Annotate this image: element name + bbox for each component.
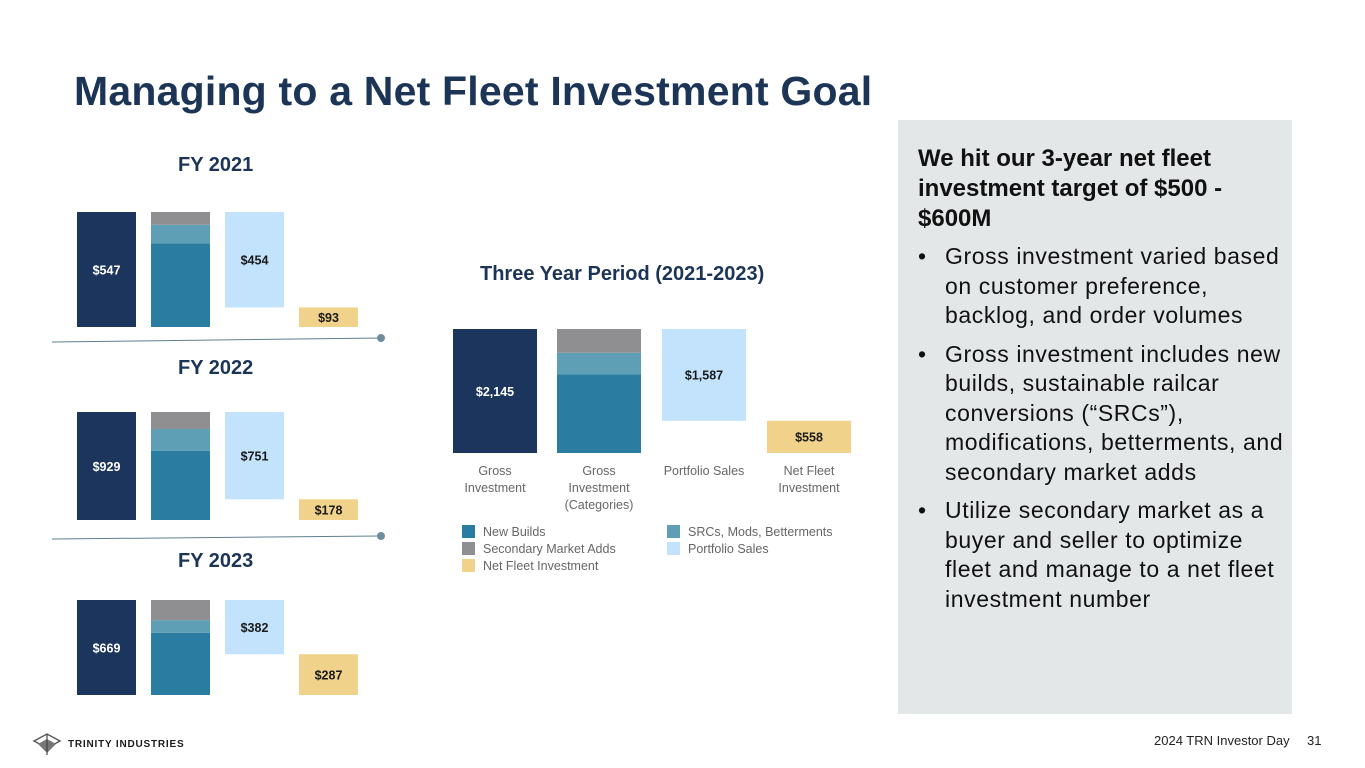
bar-secondary-market-adds (151, 412, 210, 429)
axis-label: Gross (478, 464, 511, 478)
bar-new-builds (151, 632, 210, 695)
bar-gross-investment (77, 600, 136, 695)
bullet-item: Utilize secondary market as a buyer and … (918, 496, 1288, 614)
bullet-list: Gross investment varied based on custome… (918, 242, 1288, 623)
bar-secondary-market-adds (557, 329, 641, 353)
data-label-portfolio-sales: $454 (241, 253, 269, 267)
legend-swatch (462, 525, 475, 538)
data-label-net-fleet: $558 (795, 431, 823, 445)
bar-portfolio-sales (225, 412, 284, 500)
divider-line-2 (51, 535, 382, 540)
data-label-gross: $547 (93, 263, 121, 277)
event-name: 2024 TRN Investor Day (1154, 733, 1290, 748)
bar-net-fleet-investment (299, 499, 358, 520)
bar-gross-investment (77, 412, 136, 520)
company-logo: TRINITY INDUSTRIES (32, 731, 202, 762)
summary-panel: We hit our 3-year net fleet investment t… (898, 120, 1292, 714)
bar-gross-investment (77, 212, 136, 327)
trinity-logo-icon: TRINITY INDUSTRIES (32, 733, 184, 755)
data-label-portfolio-sales: $1,587 (685, 369, 723, 383)
bar-net-fleet-investment (299, 654, 358, 695)
page-number: 31 (1307, 733, 1322, 748)
legend-swatch (667, 525, 680, 538)
page-title: Managing to a Net Fleet Investment Goal (74, 68, 873, 114)
bar-secondary-market-adds (151, 212, 210, 225)
bar-srcs-mods-betterments (151, 620, 210, 633)
bar-secondary-market-adds (151, 600, 210, 621)
bar-portfolio-sales (225, 212, 284, 308)
bar-new-builds (557, 374, 641, 453)
legend-label: Portfolio Sales (688, 542, 769, 556)
data-label-net-fleet: $178 (315, 503, 343, 517)
bar-net-fleet-investment (299, 307, 358, 327)
divider-dot-1 (377, 334, 385, 342)
data-label-portfolio-sales: $382 (241, 621, 269, 635)
bar-new-builds (151, 450, 210, 520)
legend-label: Secondary Market Adds (483, 542, 616, 556)
axis-label: Gross (582, 464, 615, 478)
data-label-net-fleet: $93 (318, 311, 339, 325)
axis-label: Portfolio Sales (664, 464, 745, 478)
data-label-net-fleet: $287 (315, 668, 343, 682)
data-label-gross: $2,145 (476, 385, 514, 399)
bar-net-fleet-investment (767, 420, 851, 453)
legend-label: SRCs, Mods, Betterments (688, 525, 833, 539)
company-name: TRINITY INDUSTRIES (68, 739, 184, 750)
bar-portfolio-sales (225, 600, 284, 655)
chart-title-fy2022: FY 2022 (178, 357, 254, 379)
axis-label: Investment (568, 481, 630, 495)
bar-srcs-mods-betterments (151, 428, 210, 451)
bar-srcs-mods-betterments (151, 224, 210, 244)
legend-label: New Builds (483, 525, 546, 539)
bullet-item: Gross investment varied based on custome… (918, 242, 1288, 331)
axis-label: Investment (778, 481, 840, 495)
panel-heading: We hit our 3-year net fleet investment t… (918, 145, 1223, 232)
divider-line-1 (51, 337, 382, 343)
legend-label: Net Fleet Investment (483, 559, 599, 573)
data-label-gross: $669 (93, 641, 121, 655)
bullet-item: Gross investment includes new builds, su… (918, 340, 1288, 488)
chart-title-three-year: Three Year Period (2021-2023) (480, 263, 765, 285)
data-label-gross: $929 (93, 460, 121, 474)
bar-srcs-mods-betterments (557, 352, 641, 375)
divider-dot-2 (377, 532, 385, 540)
bar-gross-investment (453, 329, 537, 453)
chart-title-fy2023: FY 2023 (178, 550, 254, 572)
axis-label: Investment (464, 481, 526, 495)
legend-swatch (462, 542, 475, 555)
data-label-portfolio-sales: $751 (241, 449, 269, 463)
chart-title-fy2021: FY 2021 (178, 154, 254, 176)
legend-swatch (462, 559, 475, 572)
legend-swatch (667, 542, 680, 555)
bar-new-builds (151, 243, 210, 327)
bar-portfolio-sales (662, 329, 746, 421)
axis-label: (Categories) (565, 498, 634, 512)
axis-label: Net Fleet (784, 464, 835, 478)
